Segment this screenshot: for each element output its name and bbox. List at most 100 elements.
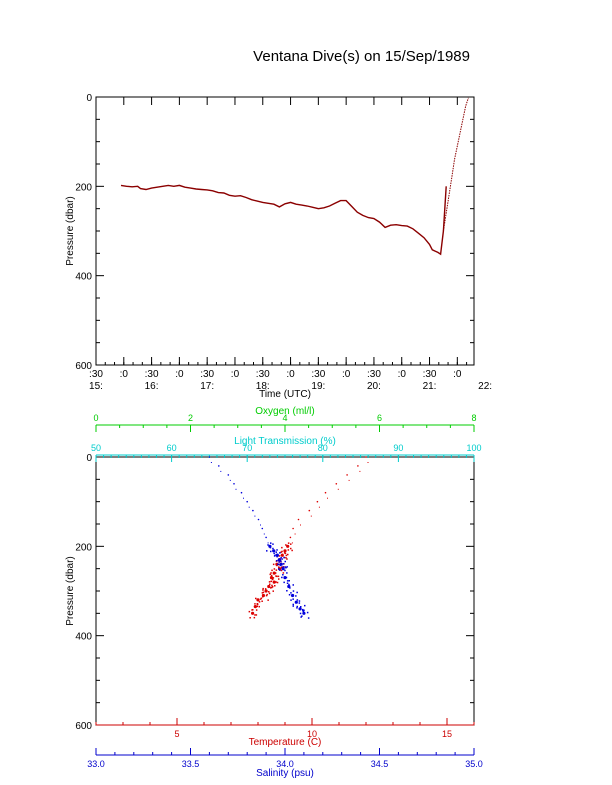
- profile-point-cluster: [278, 568, 280, 570]
- axis-tick-label: 34.5: [371, 759, 389, 769]
- x-tick-label-minute: :30: [200, 369, 214, 380]
- profile-point-cluster: [279, 552, 281, 554]
- profile-point-cluster: [270, 580, 272, 583]
- x-tick-label-hour: 15:: [89, 381, 103, 392]
- axis-tick-label: 0: [93, 413, 98, 423]
- profile-point-cluster: [262, 596, 264, 598]
- profile-point-cluster: [275, 581, 277, 583]
- profile-point-cluster: [327, 497, 328, 499]
- profile-point-cluster: [292, 598, 294, 600]
- x-tick-label-hour: 20:: [367, 381, 381, 392]
- profile-point-cluster: [296, 591, 298, 594]
- profile-point-cluster: [300, 606, 302, 608]
- time-series-lines: [120, 97, 469, 256]
- profile-point-cluster: [220, 470, 222, 472]
- profile-point-cluster: [277, 575, 280, 578]
- profile-point-cluster: [270, 572, 272, 574]
- profile-point-cluster: [280, 557, 282, 559]
- axis-tick-label: 60: [167, 443, 177, 453]
- profile-point: [240, 491, 243, 494]
- x-tick-label-minute: :0: [231, 369, 240, 380]
- profile-point-cluster: [348, 479, 350, 481]
- light-transmission-axis-label: Light Transmission (%): [234, 436, 336, 447]
- axis-tick-label: 34.0: [276, 759, 294, 769]
- profile-point-cluster: [248, 506, 250, 508]
- profile-point-cluster: [270, 587, 272, 589]
- profile-point-cluster: [298, 602, 301, 604]
- profile-point-cluster: [268, 592, 271, 595]
- profile-point-cluster: [275, 575, 277, 577]
- y-tick-label: 0: [86, 453, 92, 464]
- profile-point-cluster: [285, 576, 288, 579]
- profile-point-cluster: [285, 557, 287, 559]
- profile-point: [227, 474, 230, 476]
- axis-tick-label: 5: [174, 729, 179, 739]
- profile-point-cluster: [284, 569, 286, 572]
- time-series-x-ticks: :30:0:30:0:30:0:30:0:30:0:30:0:30:0 15: 16…: [89, 97, 492, 392]
- profile-point-cluster: [269, 573, 271, 576]
- profile-point-cluster: [276, 549, 278, 551]
- salinity-axis-label: Salinity (psu): [256, 768, 314, 779]
- profile-point-cluster: [260, 524, 261, 526]
- profile-point-cluster: [276, 575, 278, 578]
- profile-point-cluster: [272, 590, 274, 592]
- profile-point-cluster: [290, 599, 292, 601]
- profile-point-cluster: [253, 616, 256, 619]
- profile-point: [272, 580, 276, 584]
- profile-point-cluster: [270, 574, 273, 577]
- profile-point-cluster: [255, 609, 258, 611]
- profile-point-cluster: [235, 488, 237, 490]
- profile-point: [256, 598, 260, 602]
- page-title: Ventana Dive(s) on 15/Sep/1989: [253, 48, 470, 65]
- profile-point-cluster: [292, 605, 294, 607]
- time-series-plot: 0 200 400 600 :30:0:30:0:30:0:30:0:30:0:30:…: [65, 93, 492, 400]
- profile-point: [233, 483, 235, 485]
- profile-point-cluster: [286, 558, 288, 560]
- axis-tick-label: 35.0: [465, 759, 483, 769]
- profile-point-cluster: [299, 612, 302, 615]
- x-tick-label-minute: :0: [342, 369, 351, 380]
- profile-point-cluster: [261, 600, 263, 602]
- profile-point: [252, 509, 254, 512]
- y-tick-label: 600: [75, 721, 92, 732]
- y-tick-label: 400: [75, 272, 92, 283]
- x-tick-label-minute: :0: [175, 369, 184, 380]
- profile-point-cluster: [276, 564, 278, 567]
- profile-point-cluster: [278, 578, 280, 580]
- profile-point-cluster: [290, 543, 292, 545]
- profile-point-cluster: [292, 590, 295, 592]
- profile-point-cluster: [270, 542, 272, 544]
- profile-point-cluster: [271, 569, 273, 572]
- profile-point-cluster: [286, 572, 288, 574]
- profile-point-cluster: [291, 549, 293, 552]
- profile-point-cluster: [302, 610, 304, 612]
- profile-point: [292, 527, 294, 530]
- profile-point-cluster: [254, 614, 256, 616]
- profile-point: [253, 605, 257, 609]
- profile-point-cluster: [276, 560, 278, 562]
- profile-point-cluster: [269, 546, 272, 549]
- profile-point: [281, 567, 285, 571]
- profile-point-cluster: [254, 515, 256, 517]
- profile-point-cluster: [243, 497, 244, 499]
- profile-point: [335, 483, 338, 485]
- profile-point-cluster: [273, 568, 276, 570]
- y-tick-label: 400: [75, 632, 92, 643]
- x-tick-label-hour: 16:: [145, 381, 159, 392]
- profile-point-cluster: [248, 610, 251, 613]
- profile-point-cluster: [286, 580, 289, 582]
- profile-point-cluster: [284, 560, 286, 563]
- profiles-points: [208, 456, 369, 619]
- profile-point-cluster: [298, 600, 301, 602]
- x-tick-label-hour: 19:: [311, 381, 325, 392]
- x-tick-label-minute: :30: [311, 369, 325, 380]
- axis-tick-label: 33.0: [87, 759, 105, 769]
- profile-point-cluster: [296, 607, 298, 609]
- profile-point-cluster: [278, 561, 280, 563]
- profile-point: [302, 611, 306, 615]
- profile-point-cluster: [283, 581, 285, 584]
- profile-point: [291, 593, 295, 598]
- profile-point-cluster: [272, 543, 274, 545]
- profile-point: [261, 527, 264, 530]
